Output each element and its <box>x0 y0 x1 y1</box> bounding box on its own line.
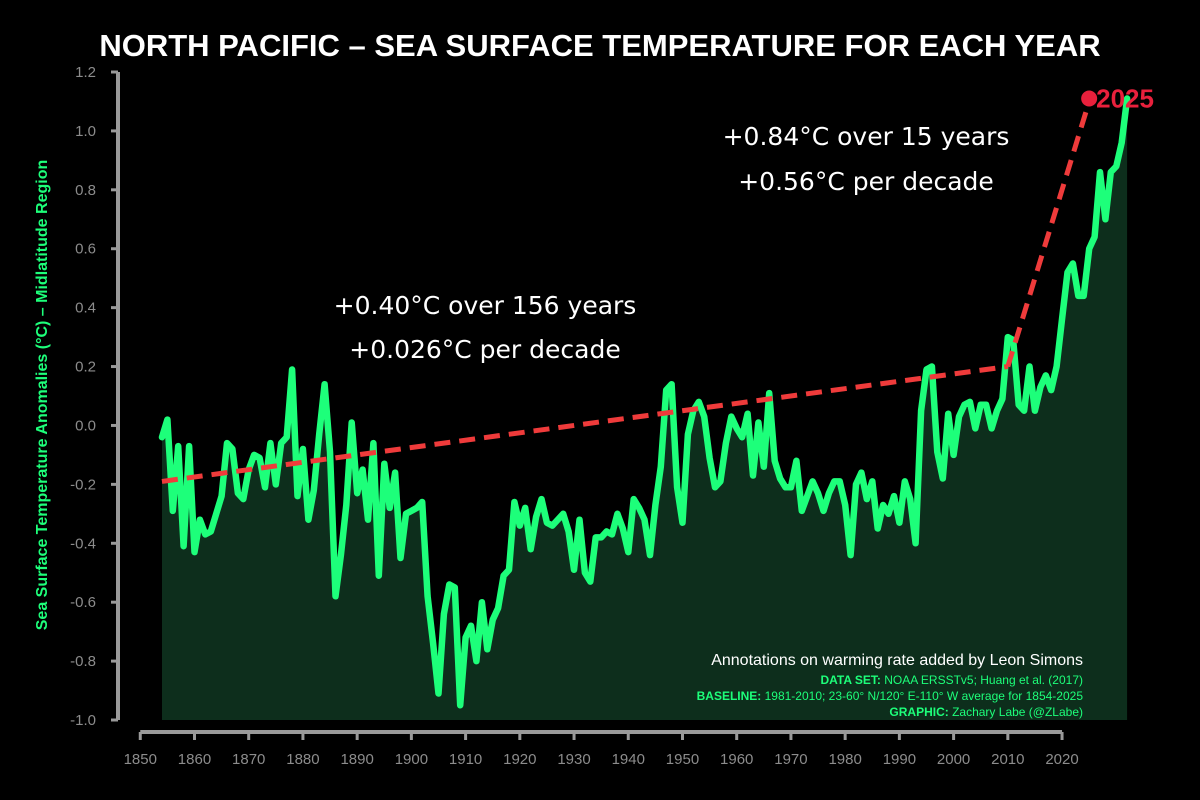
y-axis-label: Sea Surface Temperature Anomalies (°C) –… <box>34 160 51 631</box>
y-tick-label: 1.2 <box>75 64 96 81</box>
annotation-long-term-line1: +0.40°C over 156 years <box>334 291 637 320</box>
y-tick-label: -1.0 <box>70 712 96 729</box>
x-tick-label: 1980 <box>828 751 861 768</box>
credit-dataset-value: NOAA ERSSTv5; Huang et al. (2017) <box>881 673 1083 687</box>
trend-lines <box>161 100 1092 484</box>
annotation-recent-line2: +0.56°C per decade <box>738 167 994 196</box>
x-tick-label: 2020 <box>1045 751 1078 768</box>
y-tick-label: 0.4 <box>75 300 96 317</box>
y-tick-label: 0.0 <box>75 417 96 434</box>
series-line-layer <box>158 95 1131 709</box>
credit-baseline: BASELINE: 1981-2010; 23-60° N/120° E-110… <box>697 689 1084 703</box>
y-tick-label: 0.8 <box>75 182 96 199</box>
x-tick-label: 1970 <box>774 751 807 768</box>
y-tick-label: 0.6 <box>75 241 96 258</box>
credit-graphic-key: GRAPHIC: <box>889 705 948 719</box>
credit-graphic: GRAPHIC: Zachary Labe (@ZLabe) <box>889 705 1083 719</box>
y-tick-label: -0.2 <box>70 476 96 493</box>
x-tick-label: 1890 <box>340 751 373 768</box>
trend-line-long-term <box>161 364 1009 484</box>
credit-dataset: DATA SET: NOAA ERSSTv5; Huang et al. (20… <box>820 673 1083 687</box>
x-tick-label: 2000 <box>937 751 970 768</box>
chart-title: NORTH PACIFIC – SEA SURFACE TEMPERATURE … <box>99 28 1100 63</box>
axes: -1.0 -0.8 -0.6 -0.4 -0.2 0.0 0.2 0.4 0.6 0.8 1.0 1.… <box>70 64 1079 768</box>
x-tick-label: 1940 <box>612 751 645 768</box>
x-tick-label: 1960 <box>720 751 753 768</box>
y-tick-label: -0.4 <box>70 535 96 552</box>
annotation-recent-line1: +0.84°C over 15 years <box>723 122 1010 151</box>
credit-baseline-key: BASELINE: <box>697 689 762 703</box>
x-tick-label: 1880 <box>286 751 319 768</box>
x-tick-label: 1860 <box>178 751 211 768</box>
x-tick-label: 1910 <box>449 751 482 768</box>
x-tick-label: 1990 <box>883 751 916 768</box>
series-area-layer <box>162 98 1128 720</box>
y-tick-label: -0.6 <box>70 594 96 611</box>
y-tick-label: 0.2 <box>75 359 96 376</box>
x-tick-label: 1930 <box>557 751 590 768</box>
x-tick-label: 2010 <box>991 751 1024 768</box>
highlight-point <box>1081 90 1098 107</box>
x-tick-label: 1950 <box>666 751 699 768</box>
y-tick-label: 1.0 <box>75 123 96 140</box>
x-tick-label: 1900 <box>395 751 428 768</box>
series-area <box>162 98 1128 720</box>
credit-graphic-value: Zachary Labe (@ZLabe) <box>949 705 1083 719</box>
x-tick-label: 1920 <box>503 751 536 768</box>
credit-dataset-key: DATA SET: <box>820 673 880 687</box>
highlight-point-label: 2025 <box>1096 84 1154 114</box>
x-tick-label: 1850 <box>124 751 157 768</box>
annotation-long-term-line2: +0.026°C per decade <box>349 335 620 364</box>
trend-line-recent <box>1005 100 1092 368</box>
credit-baseline-value: 1981-2010; 23-60° N/120° E-110° W averag… <box>761 689 1083 703</box>
credit-annotator: Annotations on warming rate added by Leo… <box>711 652 1083 669</box>
series-line <box>158 95 1131 709</box>
highlight-layer: 2025 <box>1081 84 1154 114</box>
x-tick-label: 1870 <box>232 751 265 768</box>
y-tick-label: -0.8 <box>70 653 96 670</box>
